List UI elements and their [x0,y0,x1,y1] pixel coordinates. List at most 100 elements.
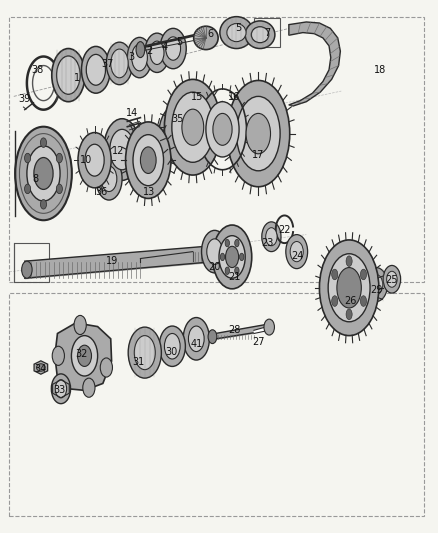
Text: 7: 7 [264,28,270,38]
Polygon shape [34,361,48,374]
Ellipse shape [360,296,367,306]
Ellipse shape [141,147,156,173]
Ellipse shape [235,267,239,274]
Text: 32: 32 [75,349,88,359]
Ellipse shape [219,236,245,278]
Ellipse shape [128,327,161,378]
Ellipse shape [136,42,145,58]
Text: 5: 5 [236,23,242,34]
Ellipse shape [85,144,104,176]
Ellipse shape [319,240,379,336]
Ellipse shape [15,127,72,220]
Ellipse shape [240,253,244,261]
Ellipse shape [208,330,217,344]
Ellipse shape [57,184,63,193]
Ellipse shape [21,261,32,278]
Ellipse shape [332,296,338,306]
Text: 3: 3 [129,52,135,61]
Ellipse shape [164,115,188,155]
Text: 31: 31 [132,357,145,367]
Ellipse shape [78,133,111,188]
Text: 33: 33 [53,385,66,395]
Text: 5: 5 [177,37,183,47]
Ellipse shape [132,44,148,71]
Ellipse shape [370,274,383,295]
Ellipse shape [360,269,367,280]
Ellipse shape [145,33,169,72]
Text: 41: 41 [191,338,203,349]
Ellipse shape [126,122,171,198]
Text: 21: 21 [228,272,240,282]
Ellipse shape [51,374,71,403]
Bar [254,18,280,47]
Ellipse shape [237,96,280,171]
Ellipse shape [172,92,214,163]
Ellipse shape [235,239,239,247]
Ellipse shape [96,158,122,200]
Ellipse shape [365,268,388,302]
Ellipse shape [34,158,53,189]
Text: 16: 16 [228,92,240,102]
Text: 26: 26 [344,296,356,306]
Ellipse shape [206,102,239,157]
Ellipse shape [328,254,370,322]
Ellipse shape [227,23,246,42]
Text: 1: 1 [74,73,80,83]
Ellipse shape [134,336,155,369]
Ellipse shape [104,119,141,180]
Ellipse shape [383,265,401,293]
Text: 14: 14 [126,108,138,118]
Ellipse shape [55,379,67,398]
Ellipse shape [106,42,133,85]
Ellipse shape [213,114,232,146]
Ellipse shape [71,336,98,376]
Ellipse shape [207,239,223,264]
Ellipse shape [183,318,209,360]
Ellipse shape [83,378,95,397]
Text: 2: 2 [146,46,152,56]
Ellipse shape [201,230,228,273]
Bar [10,17,424,282]
Ellipse shape [159,326,185,367]
Ellipse shape [225,239,230,247]
Ellipse shape [212,225,252,289]
Ellipse shape [387,271,397,287]
Text: 30: 30 [165,346,177,357]
Text: 24: 24 [291,251,304,261]
Text: 34: 34 [34,364,46,374]
Ellipse shape [52,49,85,102]
Ellipse shape [246,114,271,154]
Text: 23: 23 [261,238,273,247]
Ellipse shape [220,17,253,49]
Text: 36: 36 [95,187,107,197]
Text: 20: 20 [208,262,221,271]
Ellipse shape [110,130,134,169]
Ellipse shape [286,235,307,269]
Ellipse shape [164,334,180,359]
Ellipse shape [74,316,86,335]
Text: 38: 38 [32,65,44,75]
Ellipse shape [220,253,225,261]
Text: 27: 27 [252,337,265,347]
Text: 4: 4 [161,43,167,52]
Text: 13: 13 [143,187,155,197]
Ellipse shape [159,106,194,164]
Ellipse shape [337,268,361,308]
Ellipse shape [150,41,164,64]
Ellipse shape [188,326,204,352]
Ellipse shape [225,267,230,274]
Ellipse shape [251,27,269,43]
Text: 15: 15 [191,92,203,102]
Ellipse shape [36,364,45,371]
Text: 39: 39 [18,94,31,104]
Ellipse shape [264,319,275,335]
Ellipse shape [52,346,64,366]
Ellipse shape [78,345,92,367]
Text: 25: 25 [385,275,398,285]
Text: 37: 37 [102,60,114,69]
Ellipse shape [194,26,218,50]
Ellipse shape [346,309,352,320]
Text: 12: 12 [113,146,125,156]
Ellipse shape [245,21,275,49]
Bar [10,293,424,516]
